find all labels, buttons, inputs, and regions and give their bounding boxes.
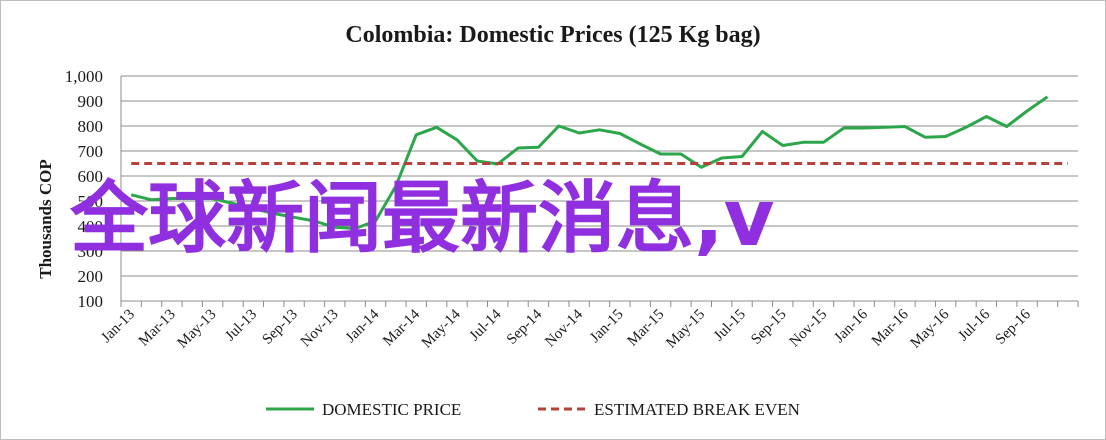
series-line-domestic-price bbox=[130, 95, 1049, 230]
x-tick-label: Jul-16 bbox=[955, 306, 993, 344]
legend: DOMESTIC PRICE ESTIMATED BREAK EVEN bbox=[266, 400, 800, 419]
y-tick-label: 900 bbox=[78, 92, 104, 111]
y-tick-label: 100 bbox=[78, 292, 104, 311]
y-tick-label: 200 bbox=[78, 267, 104, 286]
x-tick-label: May-14 bbox=[419, 306, 464, 351]
x-tick-label: Sep-15 bbox=[748, 307, 789, 348]
x-tick-label: Jan-16 bbox=[831, 306, 871, 346]
y-tick-label: 800 bbox=[78, 117, 104, 136]
y-tick-label: 1,000 bbox=[65, 67, 103, 86]
x-tick-label: Sep-13 bbox=[260, 307, 301, 348]
y-tick-label: 700 bbox=[78, 142, 104, 161]
x-tick-label: Mar-13 bbox=[136, 307, 179, 350]
series-lines bbox=[130, 95, 1068, 230]
overlay-watermark-text: 全球新闻最新消息,v bbox=[70, 174, 775, 264]
legend-label: ESTIMATED BREAK EVEN bbox=[594, 400, 800, 419]
x-tick-label: Sep-16 bbox=[993, 306, 1035, 348]
x-tick-label: May-13 bbox=[175, 307, 220, 352]
y-tick-labels: 1,000 900 800 700 600 500 400 300 200 100 bbox=[65, 67, 103, 311]
x-tick-label: Mar-16 bbox=[869, 306, 912, 349]
x-tick-label: Mar-14 bbox=[380, 306, 423, 349]
x-tick-label: Jan-15 bbox=[587, 307, 627, 347]
x-tick-label: Jan-13 bbox=[98, 307, 138, 347]
x-tick-label: Mar-15 bbox=[625, 307, 668, 350]
x-tick-label: Sep-14 bbox=[504, 306, 546, 348]
y-tick-label: 400 bbox=[78, 217, 104, 236]
x-tick-label: Nov-15 bbox=[787, 307, 831, 351]
x-tick-label: Nov-14 bbox=[542, 306, 586, 350]
chart-title: Colombia: Domestic Prices (125 Kg bag) bbox=[345, 22, 761, 48]
x-tick-label: Jul-15 bbox=[711, 307, 749, 345]
legend-label: DOMESTIC PRICE bbox=[322, 400, 461, 419]
y-axis-label: Thousands COP bbox=[36, 159, 55, 279]
x-tick-label: Jul-14 bbox=[467, 306, 505, 344]
axes bbox=[120, 76, 1079, 307]
x-tick-label: Jul-13 bbox=[222, 307, 260, 345]
y-tick-label: 300 bbox=[78, 242, 104, 261]
x-tick-label: May-15 bbox=[663, 307, 708, 352]
y-tick-label: 500 bbox=[78, 192, 104, 211]
y-tick-label: 600 bbox=[78, 167, 104, 186]
x-tick-label: Nov-13 bbox=[298, 307, 342, 351]
x-tick-label: Jan-14 bbox=[343, 306, 383, 346]
x-tick-label: May-16 bbox=[908, 306, 953, 351]
